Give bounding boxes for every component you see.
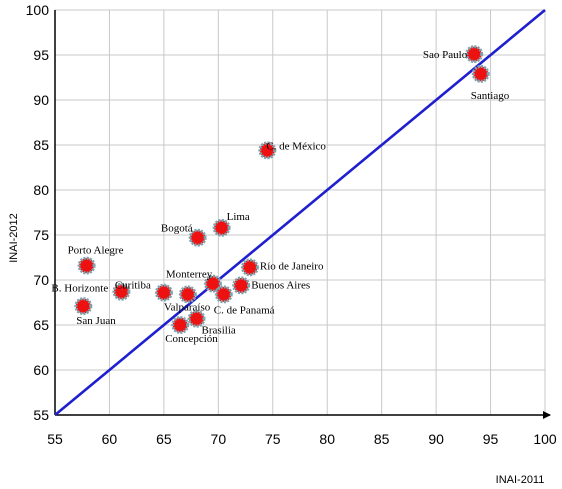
point-label: Santiago	[471, 90, 510, 102]
point-label: Brasilia	[202, 325, 236, 337]
point-labels: Sao Paulo Santiago C. de México Lima Bogotá P…	[51, 49, 509, 345]
point-label: Sao Paulo	[423, 49, 468, 61]
data-point	[188, 228, 207, 247]
y-tick-label: 90	[33, 92, 49, 108]
point-label: Buenos Aires	[251, 279, 310, 291]
reference-line	[54, 8, 546, 417]
x-tick-label: 60	[102, 431, 118, 447]
point-label: San Juan	[76, 315, 116, 327]
point-label: Lima	[227, 211, 250, 223]
point-label: Río de Janeiro	[260, 260, 324, 272]
data-point	[112, 282, 131, 301]
data-point	[240, 258, 259, 277]
data-point	[471, 64, 490, 83]
data-point	[178, 285, 197, 304]
y-tick-label: 75	[33, 227, 49, 243]
y-tick-label: 95	[33, 47, 49, 63]
y-tick-label: 55	[33, 407, 49, 423]
point-label: Monterrey	[166, 269, 213, 281]
data-point	[203, 274, 222, 293]
point-label: B. Horizonte	[51, 283, 108, 295]
y-tick-label: 85	[33, 137, 49, 153]
data-points	[74, 45, 490, 334]
x-tick-label: 65	[156, 431, 172, 447]
y-tick-label: 65	[33, 317, 49, 333]
data-point	[187, 309, 206, 328]
point-label: C. de México	[266, 140, 326, 152]
data-point	[212, 218, 231, 237]
x-tick-label: 100	[533, 431, 557, 447]
y-tick-label: 100	[26, 2, 50, 18]
tick-labels: 55 60 65 70 75 80 85 90 95 100 55 60 65 70 75 80 85 90 95 1…	[26, 2, 557, 447]
data-point	[465, 45, 484, 64]
x-tick-label: 70	[211, 431, 227, 447]
gridlines	[55, 9, 546, 415]
data-point	[232, 276, 251, 295]
x-tick-label: 80	[319, 431, 335, 447]
y-tick-label: 70	[33, 272, 49, 288]
point-label: C. de Panamá	[214, 304, 275, 316]
x-tick-label: 90	[428, 431, 444, 447]
point-label: Porto Alegre	[68, 245, 124, 257]
axes	[54, 10, 551, 419]
point-label: Valparaíso	[164, 301, 211, 313]
data-point	[171, 316, 190, 334]
point-label: Bogotá	[161, 223, 193, 235]
data-point	[258, 141, 277, 160]
y-tick-label: 60	[33, 362, 49, 378]
data-point	[154, 283, 173, 302]
x-tick-label: 55	[47, 431, 63, 447]
x-axis-title: INAI-2011	[496, 474, 545, 486]
y-axis-title: INAI-2012	[8, 213, 20, 263]
y-tick-label: 80	[33, 182, 49, 198]
x-tick-label: 85	[374, 431, 390, 447]
reference-line-layer	[54, 8, 546, 417]
point-label: Curitiba	[115, 280, 151, 292]
x-tick-label: 95	[483, 431, 499, 447]
data-point	[214, 285, 233, 304]
point-label: Concepción	[165, 333, 218, 345]
data-point	[77, 256, 96, 275]
x-tick-label: 75	[265, 431, 281, 447]
data-point	[74, 297, 93, 316]
